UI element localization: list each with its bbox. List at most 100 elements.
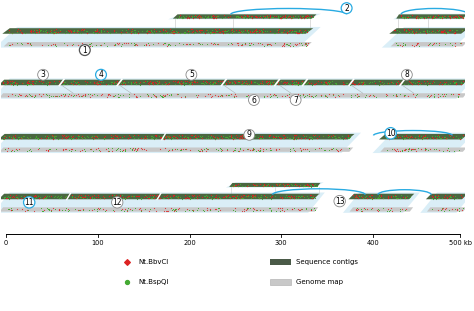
Point (220, 28, 228, 33)
Point (25, 195, 32, 200)
Point (20, 133, 28, 138)
Point (258, 79, 266, 84)
Point (415, 43, 422, 48)
Point (203, 42, 210, 47)
Point (38, 209, 46, 214)
Point (323, 80, 330, 85)
Point (417, 15, 424, 20)
Point (405, 30, 412, 35)
Point (235, 79, 242, 84)
Point (367, 193, 375, 198)
Point (89, 195, 96, 200)
Point (445, 133, 452, 138)
Point (438, 15, 445, 20)
Point (265, 78, 273, 83)
Point (280, 136, 288, 141)
Point (161, 208, 168, 213)
Point (211, 136, 219, 141)
Point (114, 95, 122, 100)
Point (26, 134, 34, 139)
Point (228, 80, 236, 85)
Point (443, 29, 450, 34)
Point (51, 133, 58, 138)
Point (238, 132, 246, 137)
Polygon shape (0, 134, 355, 139)
Point (304, 194, 311, 199)
Point (429, 14, 437, 19)
Point (87, 147, 95, 152)
Point (81, 92, 89, 97)
Point (72, 195, 79, 200)
Point (230, 93, 237, 98)
Point (216, 30, 223, 35)
Point (96, 81, 104, 86)
Point (247, 80, 255, 85)
Point (397, 209, 404, 214)
Point (235, 27, 243, 32)
Point (274, 205, 282, 210)
Point (30, 193, 38, 198)
Point (286, 183, 293, 188)
Point (361, 207, 369, 212)
Point (232, 135, 239, 140)
Point (283, 194, 291, 199)
Point (223, 194, 230, 199)
Point (89, 149, 97, 154)
Point (277, 135, 285, 140)
Point (125, 194, 132, 199)
Point (323, 94, 331, 99)
Point (132, 82, 140, 87)
Point (293, 93, 301, 98)
Point (273, 134, 280, 139)
Point (415, 134, 422, 139)
Point (309, 93, 316, 98)
Point (123, 30, 130, 35)
Point (108, 146, 116, 151)
Point (277, 79, 285, 84)
Point (440, 208, 447, 213)
Point (174, 80, 182, 85)
Point (88, 92, 95, 97)
Point (441, 80, 449, 85)
Point (164, 42, 172, 47)
Point (52, 94, 60, 99)
Point (92, 28, 100, 33)
Point (283, 81, 290, 86)
Point (428, 81, 436, 86)
Point (401, 196, 409, 201)
Point (236, 146, 244, 151)
FancyBboxPatch shape (270, 259, 291, 265)
Point (51, 134, 58, 139)
Point (100, 207, 107, 212)
Point (7, 148, 14, 153)
Point (193, 193, 201, 198)
Point (293, 81, 301, 86)
Point (267, 94, 274, 99)
Point (121, 147, 129, 152)
Point (216, 205, 223, 210)
Point (161, 146, 169, 151)
Point (451, 206, 459, 211)
Point (243, 134, 251, 139)
Point (158, 94, 165, 99)
Point (436, 40, 443, 45)
Point (444, 135, 451, 140)
Point (89, 136, 96, 141)
Point (218, 136, 226, 141)
Point (75, 82, 83, 87)
Point (70, 195, 77, 200)
Point (445, 193, 453, 198)
Point (4, 206, 12, 211)
Point (117, 30, 125, 35)
Point (283, 92, 291, 97)
Point (426, 136, 434, 141)
Point (414, 15, 422, 20)
Point (231, 135, 238, 140)
Point (55, 81, 63, 86)
Point (255, 81, 263, 86)
Point (44, 148, 51, 153)
Point (102, 146, 110, 151)
Point (303, 182, 311, 187)
Point (207, 30, 214, 35)
Point (193, 14, 201, 19)
